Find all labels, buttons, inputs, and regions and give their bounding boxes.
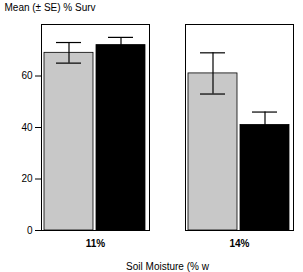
svg-text:60: 60 — [21, 70, 33, 81]
svg-text:14%: 14% — [229, 238, 249, 249]
svg-text:11%: 11% — [86, 238, 106, 249]
svg-text:20: 20 — [21, 173, 33, 184]
svg-text:Soil Moisture (% w: Soil Moisture (% w — [126, 261, 210, 272]
svg-text:0: 0 — [27, 225, 33, 236]
svg-text:Mean (± SE) % Surv: Mean (± SE) % Surv — [5, 2, 96, 13]
svg-text:40: 40 — [21, 122, 33, 133]
